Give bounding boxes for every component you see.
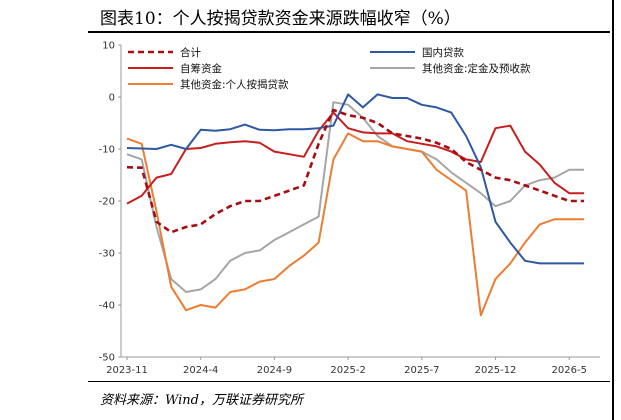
figure-title: 图表10：个人按揭贷款资金来源跌幅收窄（%）	[100, 9, 461, 29]
chart-lines	[126, 93, 584, 317]
title-rule	[88, 31, 610, 33]
y-tick-label: -40	[99, 301, 115, 312]
source-rule	[88, 381, 610, 382]
x-tick-label: 2023-11	[106, 365, 148, 376]
series-line-self_raised	[126, 111, 584, 205]
series-line-personal_mortgage	[126, 132, 584, 317]
x-tick-label: 2025-12	[475, 365, 517, 376]
y-tick-label: 0	[109, 93, 115, 104]
series-line-total	[126, 108, 584, 234]
y-tick-label: -30	[99, 249, 115, 260]
y-tick-label: -10	[99, 145, 115, 156]
legend-label-self_raised: 自筹资金	[180, 62, 222, 75]
legend-label-domestic_loans: 国内贷款	[422, 46, 464, 59]
legend-label-total: 合计	[180, 46, 201, 59]
legend-label-personal_mortgage: 其他资金:个人按揭贷款	[180, 78, 289, 91]
source-note: 资料来源：Wind，万联证券研究所	[100, 393, 303, 408]
x-tick-label: 2026-5	[552, 365, 587, 376]
legend-label-other_deposits_prepay: 其他资金:定金及预收款	[422, 62, 531, 75]
x-tick-label: 2025-2	[330, 365, 365, 376]
x-tick-label: 2024-4	[183, 365, 218, 376]
y-tick-label: -20	[99, 197, 115, 208]
x-tick-label: 2025-7	[404, 365, 439, 376]
series-line-other_deposits_prepay	[126, 101, 584, 293]
side-rule	[612, 0, 614, 420]
y-tick-label: -50	[99, 353, 115, 364]
series-line-domestic_loans	[126, 93, 584, 265]
y-tick-label: 10	[102, 41, 115, 52]
x-tick-label: 2024-9	[257, 365, 292, 376]
